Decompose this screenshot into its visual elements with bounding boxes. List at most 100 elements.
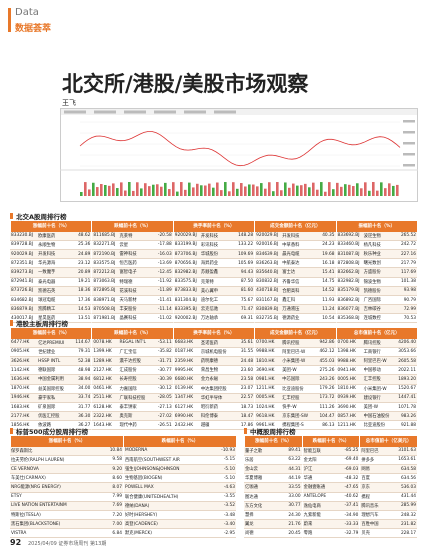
cell: 835368.BJ bbox=[335, 314, 363, 324]
cell: 天马新材 bbox=[118, 296, 146, 306]
cell: 2359.HK bbox=[172, 356, 200, 367]
screenshot-volume bbox=[132, 190, 135, 196]
cell: 零跑 bbox=[301, 529, 331, 539]
cell: 亿达PREMIUM bbox=[37, 338, 65, 348]
cell: 634.56 bbox=[388, 474, 417, 484]
cell: 百度 bbox=[359, 474, 389, 484]
screenshot-label bbox=[184, 110, 206, 114]
cell: 德纳(DANA) bbox=[123, 501, 180, 511]
group-header: 换手率前十名（%） bbox=[172, 221, 255, 232]
data-row: 车美仕(CARMAX) 8.60 生物基因(BIOGEN) -5.10 bbox=[10, 474, 236, 484]
cell: 方盛股份 bbox=[362, 268, 390, 278]
data-row: 0905.HK 世纪建业 79.31 1399.HK 广汇宝信 -35.82 0187.HK… bbox=[10, 347, 417, 357]
cell: 阿里巴巴-W bbox=[362, 356, 390, 367]
ranking-table: 涨幅前十名（%） 跌幅前十名（%） 换手率前十名（%） 成交金额前十名（亿元） 振幅前十… bbox=[10, 221, 417, 324]
cell: 231.82 bbox=[388, 520, 417, 530]
cell: 872895.BJ bbox=[91, 286, 119, 296]
cell: -12.45 bbox=[145, 268, 173, 278]
screenshot-volume bbox=[272, 191, 275, 196]
table-wrap: 涨幅前十名（%） 跌幅前十名（%） 换手率前十名（%） 成交金额前十名（亿元） 总市值前… bbox=[10, 328, 417, 431]
cell: 曙光数创 bbox=[362, 259, 390, 269]
cell: 1643.HK bbox=[91, 421, 119, 431]
screenshot-volume bbox=[332, 189, 335, 196]
cell: 86.13 bbox=[308, 421, 336, 431]
cell: -26.51 bbox=[145, 421, 173, 431]
group-header: 成交金额前十名（亿元） bbox=[254, 328, 336, 339]
screenshot-volume bbox=[308, 187, 311, 196]
cell: 杨凡科技 bbox=[362, 241, 390, 250]
screenshot-volume bbox=[200, 185, 203, 196]
cell: REGAL INT'L bbox=[118, 338, 146, 348]
cell: 德源药业 bbox=[281, 314, 309, 324]
cell: -31.71 bbox=[145, 356, 173, 367]
cell: 832662.BJ bbox=[335, 268, 363, 278]
cell: 811685.BJ bbox=[91, 231, 119, 241]
screenshot-volume bbox=[344, 184, 347, 196]
cell: 6683.HK bbox=[172, 338, 200, 348]
cell: 455.03 bbox=[308, 356, 336, 367]
screenshot-volume bbox=[228, 191, 231, 196]
cell: -34.90 bbox=[330, 511, 360, 521]
cell: 0700.HK bbox=[254, 338, 282, 348]
cell: 1636.HK bbox=[10, 375, 38, 385]
table-wrap: 涨幅前十名（%） 跌幅前十名（%） 保罗森斯比 10.84 MODERNA -10.93 拉… bbox=[10, 436, 236, 539]
cell: 海昇药业 bbox=[199, 259, 227, 269]
cell: 872351.BJ bbox=[10, 259, 38, 269]
cell: 矿泉国际 bbox=[37, 403, 65, 413]
cell: CE VERNOVA bbox=[10, 464, 67, 475]
screenshot-volume bbox=[104, 185, 107, 196]
cell: 15.41 bbox=[308, 268, 336, 278]
cell: 832271.BJ bbox=[91, 240, 119, 250]
cell: 奥克斯 bbox=[118, 412, 146, 422]
cell: 31.55 bbox=[227, 348, 255, 357]
cell: 0005.HK bbox=[335, 375, 363, 385]
cell: -20.58 bbox=[145, 231, 173, 241]
cell: -32.79 bbox=[330, 529, 360, 539]
cell: 38.94 bbox=[64, 375, 92, 385]
cell: 17.36 bbox=[64, 296, 92, 306]
cell: 179.26 bbox=[308, 385, 336, 394]
cell: -35.82 bbox=[145, 348, 173, 357]
cell: NRG能源(NRG ENERGY) bbox=[10, 483, 67, 493]
cell: 31.77 bbox=[64, 403, 92, 413]
cell: 华城股份 bbox=[199, 249, 227, 260]
data-row: 839728.BJ 永顺生物 25.36 832271.BJ 云星 -17.88 83319… bbox=[10, 240, 417, 250]
cell: 腾讯控股 bbox=[281, 338, 309, 348]
cell: -11.14 bbox=[145, 305, 173, 315]
cell: 生物基因(BIOGEN) bbox=[123, 474, 180, 484]
cell: -69.03 bbox=[330, 464, 360, 475]
cell: 美团-W bbox=[362, 403, 390, 413]
cell: 9961.HK bbox=[254, 421, 282, 431]
cell: 832735.BJ bbox=[254, 314, 282, 324]
cell: 中国金属利用 bbox=[37, 375, 65, 385]
cell: 阿里巴巴-W bbox=[281, 348, 309, 357]
cell: -13.69 bbox=[145, 259, 173, 269]
cell: 1211.HK bbox=[254, 384, 282, 394]
data-row: 2177.HK 优医汇控股 36.30 2322.HK 奥克斯 -27.02 6990.HK… bbox=[10, 412, 417, 422]
cell: 10.84 bbox=[66, 446, 123, 456]
cell: 2511.HK bbox=[91, 393, 119, 403]
page-number: 92 bbox=[10, 538, 22, 547]
cell: 泰丰饼家 bbox=[118, 403, 146, 413]
cell: 1683.HK bbox=[10, 403, 38, 413]
table-title: 北交A股周排行榜 bbox=[10, 211, 67, 221]
cell: 8.07 bbox=[66, 483, 123, 493]
cell: 中芯国际 bbox=[281, 375, 309, 385]
cell: 81.60 bbox=[227, 286, 255, 296]
cell: -11.89 bbox=[145, 286, 173, 296]
cell: 831087.BJ bbox=[335, 249, 363, 260]
cell: 沪江 bbox=[301, 464, 331, 475]
data-row: 翼龙 21.76 蔚来 -33.33 百胜中国 231.82 bbox=[244, 520, 417, 530]
cell: 114.67 bbox=[64, 338, 92, 348]
cell: 1289.HK bbox=[91, 356, 119, 367]
screenshot-volume bbox=[100, 184, 103, 196]
cell: 瀛千达控股 bbox=[118, 356, 146, 367]
cell: 3101.63 bbox=[388, 446, 417, 456]
cell: 873726.BJ bbox=[10, 286, 38, 296]
data-row: 尚德 20.45 零跑 -32.79 贝壳 228.17 bbox=[244, 529, 417, 539]
cell: 7.00 bbox=[66, 520, 123, 530]
cell: 1520.67 bbox=[389, 385, 417, 394]
cell: 33.55 bbox=[272, 483, 302, 493]
cell: 花溪科技 bbox=[118, 286, 146, 296]
